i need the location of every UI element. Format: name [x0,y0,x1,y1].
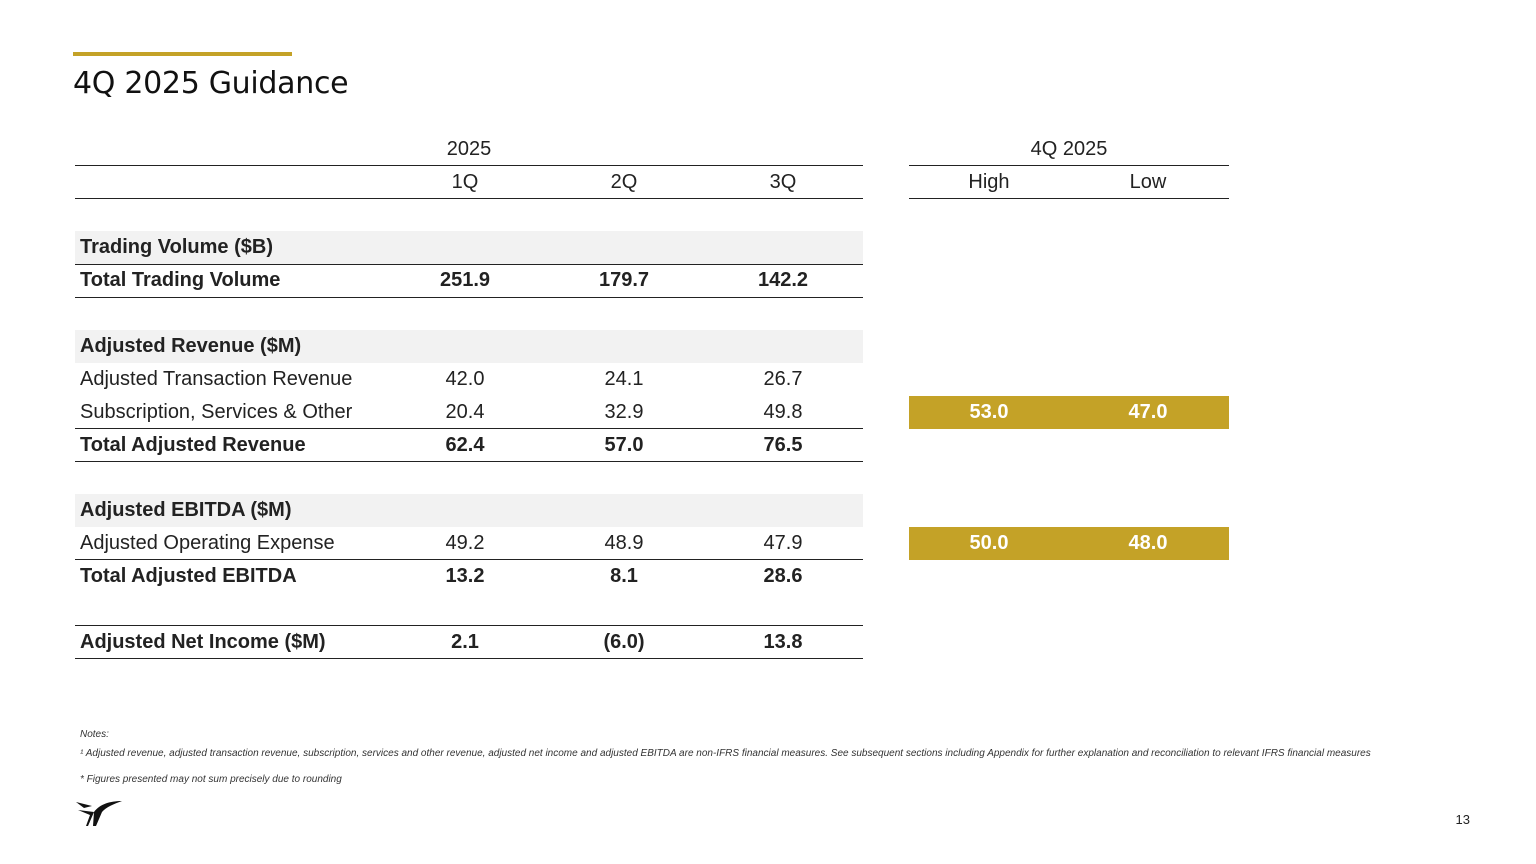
cell-opex-3q: 47.9 [763,532,803,554]
section-title-revenue: Adjusted Revenue ($M) [80,335,302,357]
cell-adj-transaction-1q: 42.0 [445,368,485,390]
col-header-low: Low [1129,171,1167,193]
header-rule-4q-top [909,165,1229,166]
title-accent-bar [73,52,292,56]
cell-subscription-2q: 32.9 [604,401,644,423]
col-header-1q: 1Q [451,171,479,193]
notes-heading: Notes: [80,729,109,740]
row-label-subscription: Subscription, Services & Other [80,401,353,423]
header-rule-4q-bottom [909,198,1229,199]
header-2025: 2025 [446,138,492,160]
header-rule-2025-bottom [75,198,863,199]
cell-opex-2q: 48.9 [604,532,644,554]
cell-subscription-1q: 20.4 [445,401,485,423]
col-header-3q: 3Q [769,171,797,193]
guidance-opex-high: 50.0 [969,532,1009,554]
section-band-revenue [75,330,863,363]
row-label-net-income: Adjusted Net Income ($M) [80,631,326,653]
guidance-subscription-high: 53.0 [969,401,1009,423]
guidance-band-subscription [909,396,1229,429]
cell-net-income-3q: 13.8 [763,631,803,653]
page-title: 4Q 2025 Guidance [73,66,349,101]
cell-adj-transaction-2q: 24.1 [604,368,644,390]
cell-total-trading-1q: 251.9 [439,269,491,291]
rule-total-revenue-bottom [75,461,863,462]
row-label-opex: Adjusted Operating Expense [80,532,335,554]
guidance-subscription-low: 47.0 [1128,401,1168,423]
bird-wing-logo-icon [76,801,122,826]
rule-net-income-top [75,625,863,626]
rule-total-trading-bottom [75,297,863,298]
cell-total-ebitda-2q: 8.1 [610,565,638,587]
rule-net-income-bottom [75,658,863,659]
cell-opex-1q: 49.2 [445,532,485,554]
section-title-trading: Trading Volume ($B) [80,236,273,258]
row-label-total-trading: Total Trading Volume [80,269,281,291]
cell-total-revenue-2q: 57.0 [604,434,644,456]
cell-total-ebitda-3q: 28.6 [763,565,803,587]
notes-footnote-1: ¹ Adjusted revenue, adjusted transaction… [80,748,1371,759]
cell-adj-transaction-3q: 26.7 [763,368,803,390]
guidance-band-opex [909,527,1229,560]
page-number: 13 [1455,812,1470,827]
rule-total-revenue-top [75,428,863,429]
section-band-ebitda [75,494,863,527]
row-label-total-ebitda: Total Adjusted EBITDA [80,565,297,587]
header-rule-2025-top [75,165,863,166]
guidance-opex-low: 48.0 [1128,532,1168,554]
cell-total-trading-3q: 142.2 [757,269,809,291]
cell-subscription-3q: 49.8 [763,401,803,423]
rule-total-trading-top [75,264,863,265]
notes-footnote-2: * Figures presented may not sum precisel… [80,774,342,785]
section-band-trading [75,231,863,264]
cell-net-income-2q: (6.0) [603,631,645,653]
rule-total-ebitda-top [75,559,863,560]
col-header-high: High [968,171,1010,193]
cell-total-ebitda-1q: 13.2 [445,565,485,587]
cell-net-income-1q: 2.1 [451,631,479,653]
cell-total-trading-2q: 179.7 [598,269,650,291]
row-label-adj-transaction: Adjusted Transaction Revenue [80,368,353,390]
col-header-2q: 2Q [610,171,638,193]
row-label-total-revenue: Total Adjusted Revenue [80,434,306,456]
section-title-ebitda: Adjusted EBITDA ($M) [80,499,292,521]
header-4q2025: 4Q 2025 [1030,138,1108,160]
cell-total-revenue-3q: 76.5 [763,434,803,456]
cell-total-revenue-1q: 62.4 [445,434,485,456]
